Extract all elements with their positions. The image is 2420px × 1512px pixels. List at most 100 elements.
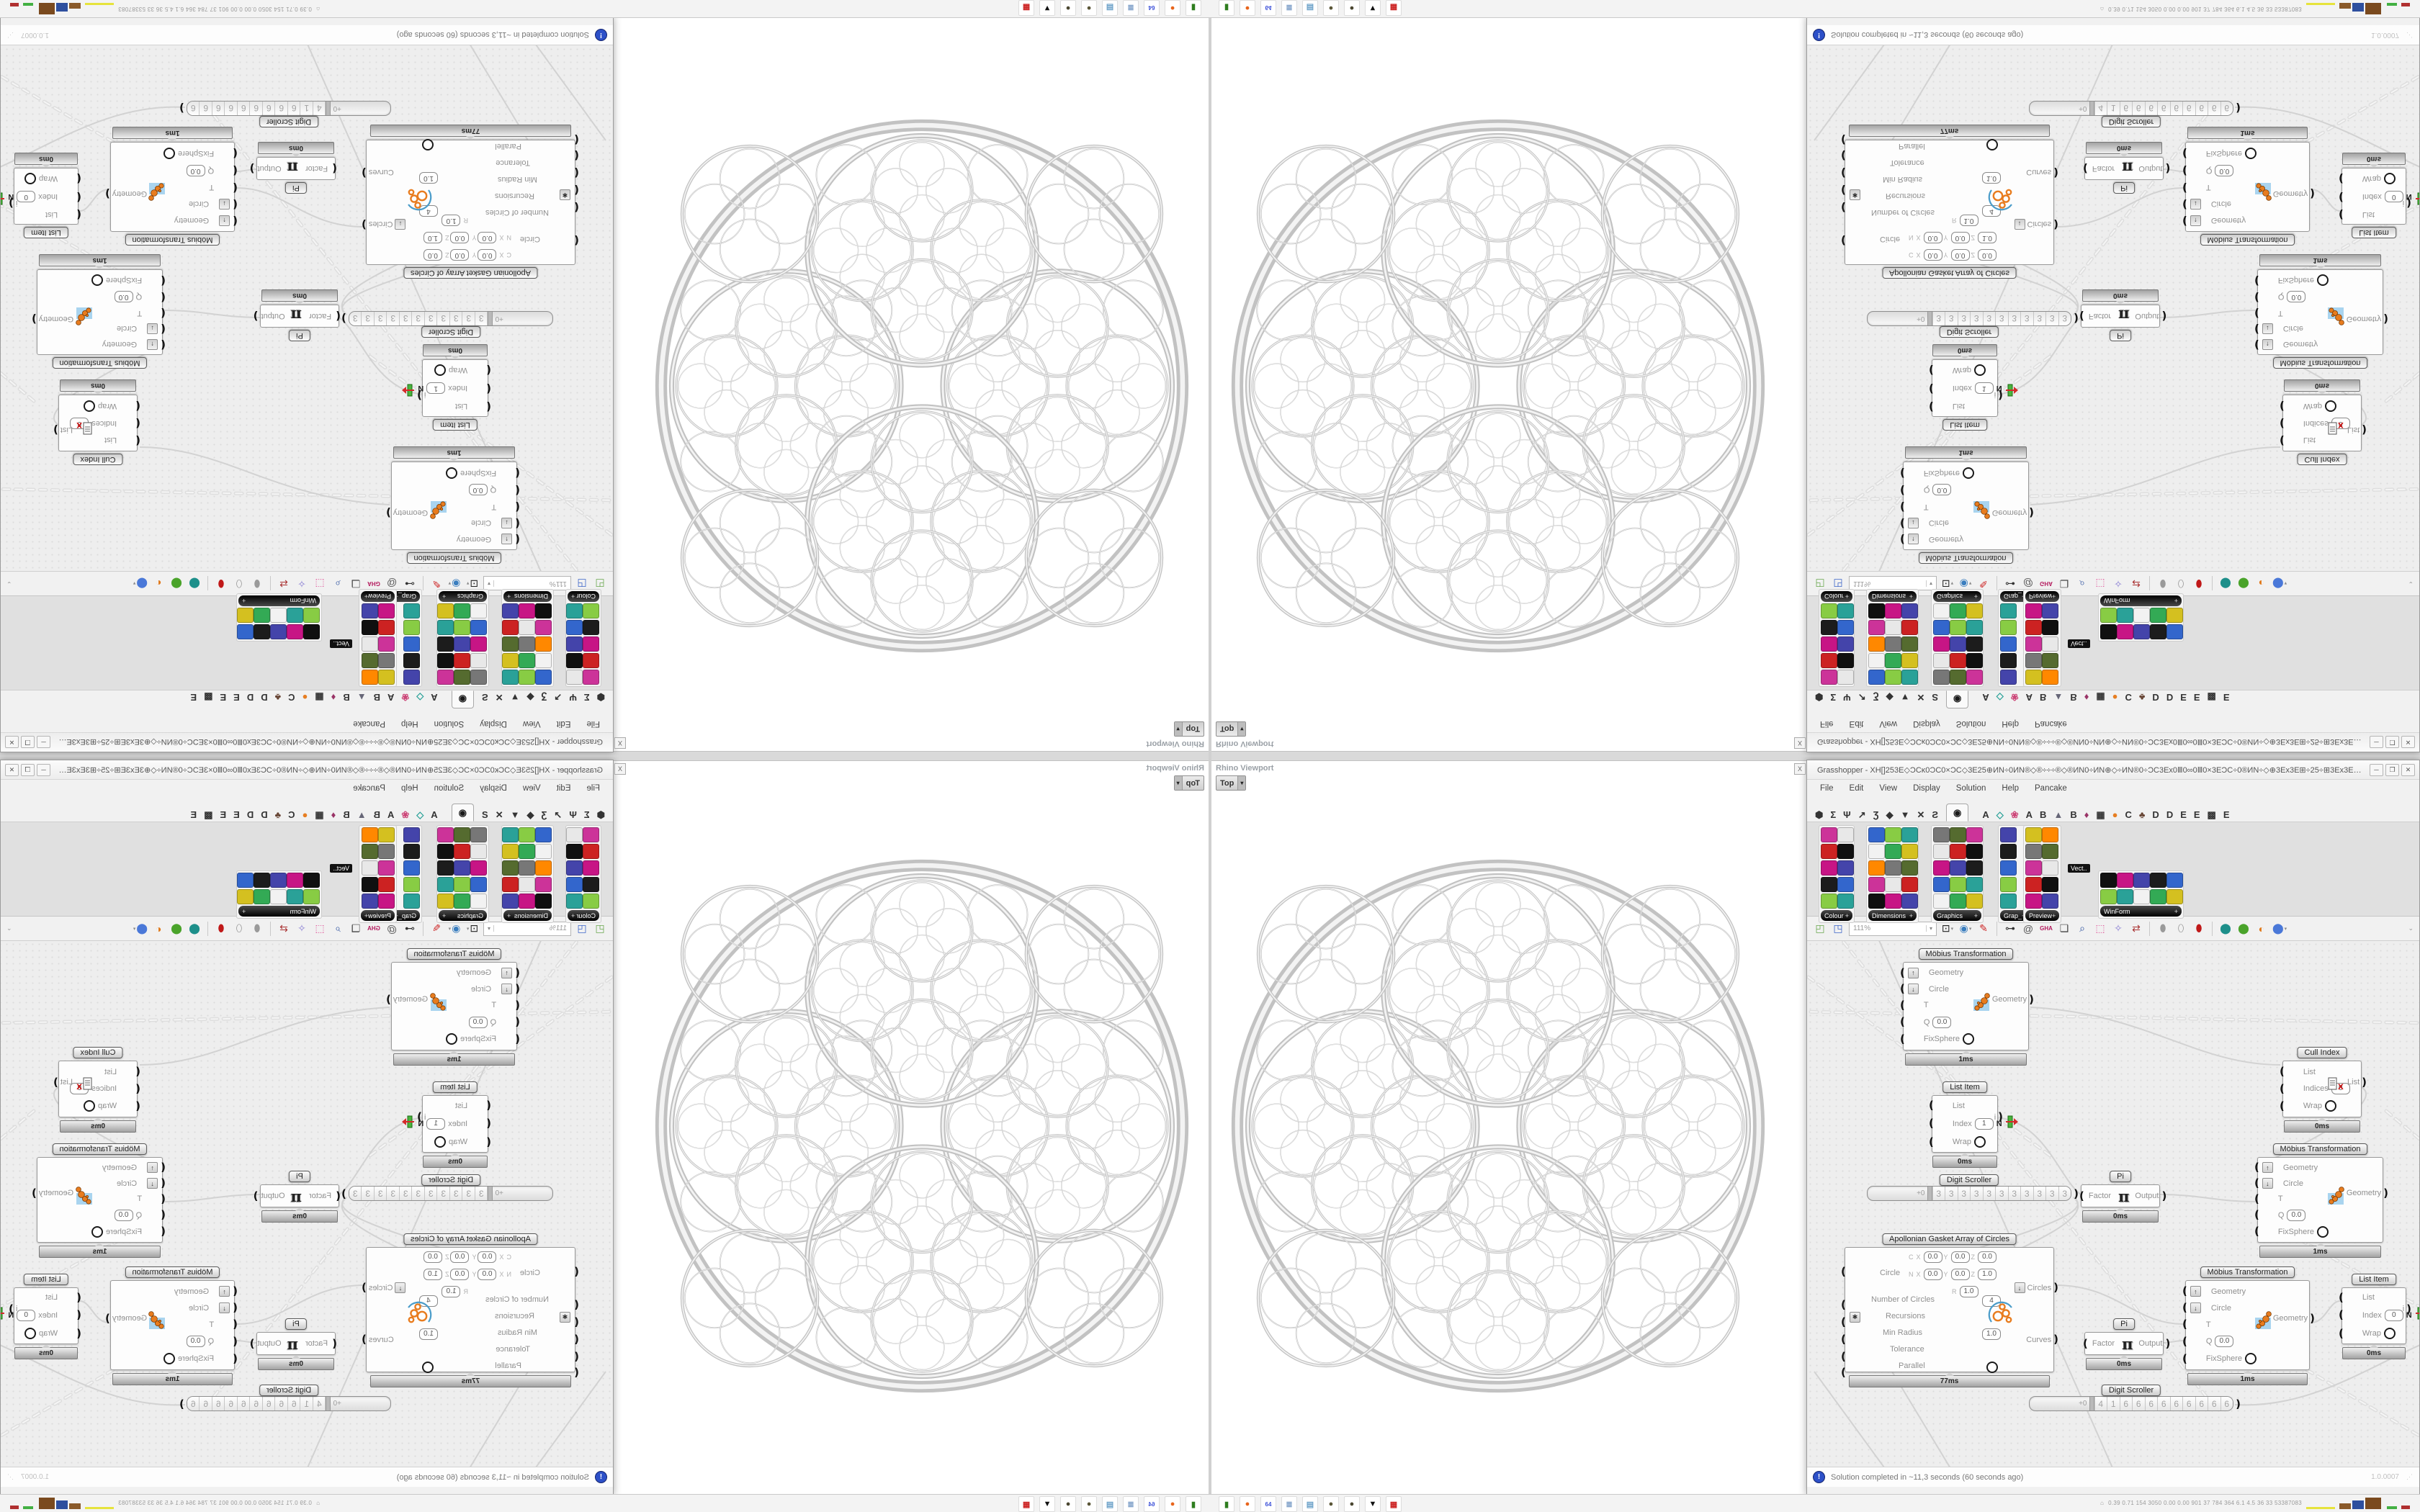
palette-icon[interactable] xyxy=(403,844,420,859)
component-body[interactable]: (↑ Geometry(↓ Circle(T(Q 0.0(FixSphere xyxy=(37,269,166,355)
menu-view[interactable]: View xyxy=(522,784,541,793)
value-capsule[interactable]: 1 xyxy=(1974,1117,1994,1130)
palette-icon[interactable] xyxy=(2025,636,2042,652)
wire-hook[interactable]: ( xyxy=(2254,274,2259,287)
menu-pancake[interactable]: Pancake xyxy=(353,719,385,728)
wire-hook[interactable]: ( xyxy=(2079,1189,2084,1202)
tab-category-2[interactable]: Ψ xyxy=(1843,809,1851,820)
palette-icon[interactable] xyxy=(437,877,454,892)
scroller-digit[interactable]: 6 xyxy=(2182,1397,2195,1410)
scroller-digit[interactable]: 3 xyxy=(1945,312,1958,325)
tab-category-23[interactable]: D xyxy=(246,809,254,820)
palette-icon[interactable] xyxy=(378,827,395,842)
tab-category-16[interactable]: B xyxy=(2070,809,2077,820)
tab-category-26[interactable]: ▩ xyxy=(204,809,213,820)
scroller-digit[interactable]: 3 xyxy=(1932,1187,1945,1200)
chevron-down-icon[interactable]: ▾ xyxy=(1174,722,1183,736)
value-capsule[interactable]: 0.0 xyxy=(478,1251,497,1263)
palette-icon[interactable] xyxy=(2100,889,2117,904)
bake-red-icon[interactable]: ⬮ xyxy=(218,578,225,590)
wire-hook[interactable]: ( xyxy=(574,166,579,179)
palette-icon[interactable] xyxy=(519,603,535,618)
palette-icon[interactable] xyxy=(1821,827,1837,842)
component-m-bius-transformation[interactable]: Möbius Transformation(↑ Geometry(↓ Circle(… xyxy=(2254,1142,2388,1258)
component-body[interactable]: (List(Index 0 N(Wrap xyxy=(1,1287,81,1344)
wire-hook[interactable]: ( xyxy=(2182,215,2187,228)
palette-icon[interactable] xyxy=(2133,624,2150,639)
component-nameplate[interactable]: Möbius Transformation xyxy=(52,1143,148,1155)
wire-hook[interactable]: ( xyxy=(2280,417,2285,431)
wire-hook[interactable]: ( xyxy=(515,1032,520,1045)
wire-hook[interactable]: ) xyxy=(2029,992,2034,1006)
red-grid-icon[interactable]: ▦ xyxy=(1386,1496,1402,1512)
component-nameplate[interactable]: Pi xyxy=(2113,1318,2135,1330)
tab-category-17[interactable]: ♦ xyxy=(331,809,336,820)
palette-icon[interactable] xyxy=(1885,894,1901,909)
value-capsule[interactable]: 0.0 xyxy=(2287,1209,2306,1221)
component-body[interactable]: (List(Index 0 N(Wrap xyxy=(2339,1287,2419,1344)
scroller-exponent[interactable]: +0 xyxy=(1917,1189,1925,1197)
scroller-digit[interactable]: 6 xyxy=(275,1397,288,1410)
digit-scroller-slider[interactable]: +0 3 3 3 3 3 3 3 3 3 3 3 xyxy=(349,311,553,326)
principal-up-icon[interactable]: ↑ xyxy=(1907,967,1919,978)
wire-hook[interactable]: ( xyxy=(2182,147,2187,161)
component-nameplate[interactable]: Möbius Transformation xyxy=(2272,1143,2368,1155)
sphere-blue-icon[interactable]: ⬤ ▾ xyxy=(133,922,148,934)
wire-hook[interactable]: ( xyxy=(2280,400,2285,413)
tab-category-15[interactable]: ▲ xyxy=(357,809,367,820)
chevron-down-icon[interactable]: ▾ xyxy=(2284,580,2287,586)
palette-icon[interactable] xyxy=(470,894,487,909)
palette-icon[interactable] xyxy=(566,860,583,876)
expand-plus-icon[interactable]: + xyxy=(571,912,575,919)
wire-hook[interactable]: ( xyxy=(1841,1366,1846,1379)
chevron-down-icon[interactable]: ▾ xyxy=(488,925,495,932)
component-body[interactable]: (↑ Geometry(↓ Circle(T(Q 0.0(FixSphere xyxy=(37,1157,166,1243)
scroller-digit[interactable]: 3 xyxy=(1982,1187,1995,1200)
wire-hook[interactable]: ( xyxy=(1900,1015,1905,1029)
palette-group-label[interactable]: WinForm + xyxy=(238,595,320,606)
wire-hook[interactable]: ( xyxy=(486,1135,491,1148)
value-capsule[interactable]: 1.0 xyxy=(1978,232,1997,243)
component-pi[interactable]: Pi(Factor π Output) 0ms xyxy=(250,142,337,195)
wire-hook[interactable]: ) xyxy=(2053,218,2058,231)
wire-hook[interactable]: ) xyxy=(9,1302,14,1315)
search-icon[interactable]: ⌕ xyxy=(335,922,341,934)
component-nameplate[interactable]: Pi xyxy=(289,1171,310,1182)
component-body[interactable]: (Factor π Output) xyxy=(250,157,337,180)
tab-category-12[interactable]: ❀ xyxy=(2010,692,2019,703)
search-icon[interactable]: ⌕ xyxy=(335,578,341,590)
palette-icon[interactable] xyxy=(502,620,519,635)
preview-eye-icon[interactable]: ◉ ▾ xyxy=(448,922,461,934)
palette-icon[interactable] xyxy=(1901,620,1918,635)
wire-hook[interactable]: ) xyxy=(417,389,422,402)
wire-hook[interactable]: ( xyxy=(574,1265,579,1278)
wire-hook[interactable]: ( xyxy=(1929,1135,1934,1148)
tab-category-19[interactable]: ● xyxy=(2112,809,2118,820)
palette-icon[interactable] xyxy=(1837,670,1854,685)
scroller-track[interactable] xyxy=(2030,1397,2076,1410)
tab-category-1[interactable]: Σ xyxy=(1830,692,1837,703)
component-nameplate[interactable]: Pi xyxy=(2110,330,2131,341)
at-icon[interactable]: @ xyxy=(386,922,398,935)
scroller-digit[interactable]: 6 xyxy=(288,102,301,115)
scroller-digit[interactable]: 3 xyxy=(437,1187,450,1200)
component-nameplate[interactable]: Möbius Transformation xyxy=(2200,234,2295,246)
chevron-down-icon[interactable]: ▾ xyxy=(466,926,470,932)
scroller-handle[interactable] xyxy=(2089,102,2094,115)
coin-dark-icon[interactable]: ● xyxy=(1323,0,1339,16)
component-nameplate[interactable]: List Item xyxy=(433,419,478,431)
wire-hook[interactable]: ) xyxy=(2362,423,2367,437)
menu-help[interactable]: Help xyxy=(400,719,418,728)
wire-hook[interactable]: ( xyxy=(233,1351,238,1365)
tab-category-20[interactable]: C xyxy=(288,692,295,703)
coin-dark-icon[interactable]: ● xyxy=(1081,0,1097,16)
boolean-toggle[interactable] xyxy=(1963,1033,1974,1045)
wire-hook[interactable]: ) xyxy=(386,506,391,520)
sphere-orange-icon[interactable]: ◐ xyxy=(155,577,162,590)
component-body[interactable]: (↑ Geometry(↓ Circle(T(Q 0.0(FixSphere xyxy=(110,142,238,232)
principal-up-icon[interactable]: ↑ xyxy=(1907,534,1919,545)
palette-icon[interactable] xyxy=(502,603,519,618)
resize-grip-icon[interactable]: ⋰ xyxy=(6,1473,14,1480)
palette-icon[interactable] xyxy=(287,873,303,888)
component-body[interactable]: (Factor π Output) xyxy=(2079,1184,2166,1207)
